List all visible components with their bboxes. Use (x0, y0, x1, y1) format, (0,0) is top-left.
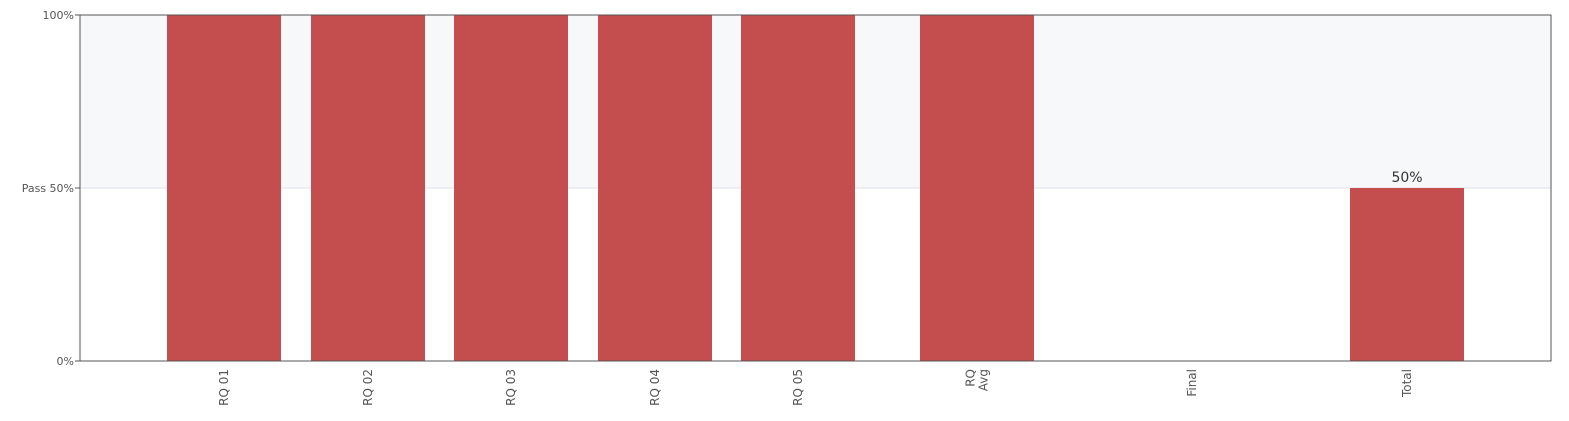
y-tick-label: 100% (43, 9, 74, 22)
bar-rq-05 (741, 15, 855, 361)
bar-rq-03 (454, 15, 568, 361)
x-tick-label-rq-04: RQ 04 (648, 369, 662, 406)
bar-rq-04 (598, 15, 712, 361)
x-tick-label-final: Final (1185, 369, 1199, 397)
x-tick-label-rq-05: RQ 05 (791, 369, 805, 406)
x-tick-label-total: Total (1400, 369, 1414, 398)
y-tick-label: 0% (57, 355, 74, 368)
x-tick-label-rq-02: RQ 02 (361, 369, 375, 406)
data-label-total: 50% (1391, 170, 1422, 186)
x-tick-label-rq-01: RQ 01 (217, 369, 231, 406)
bar-total (1350, 188, 1464, 361)
bar-rq-avg (920, 15, 1034, 361)
bar-rq-02 (311, 15, 425, 361)
y-tick-label: Pass 50% (22, 182, 74, 195)
x-tick-label-rq-avg: RQAvg (964, 369, 991, 391)
bar-rq-01 (167, 15, 281, 361)
x-tick-label-rq-03: RQ 03 (504, 369, 518, 406)
